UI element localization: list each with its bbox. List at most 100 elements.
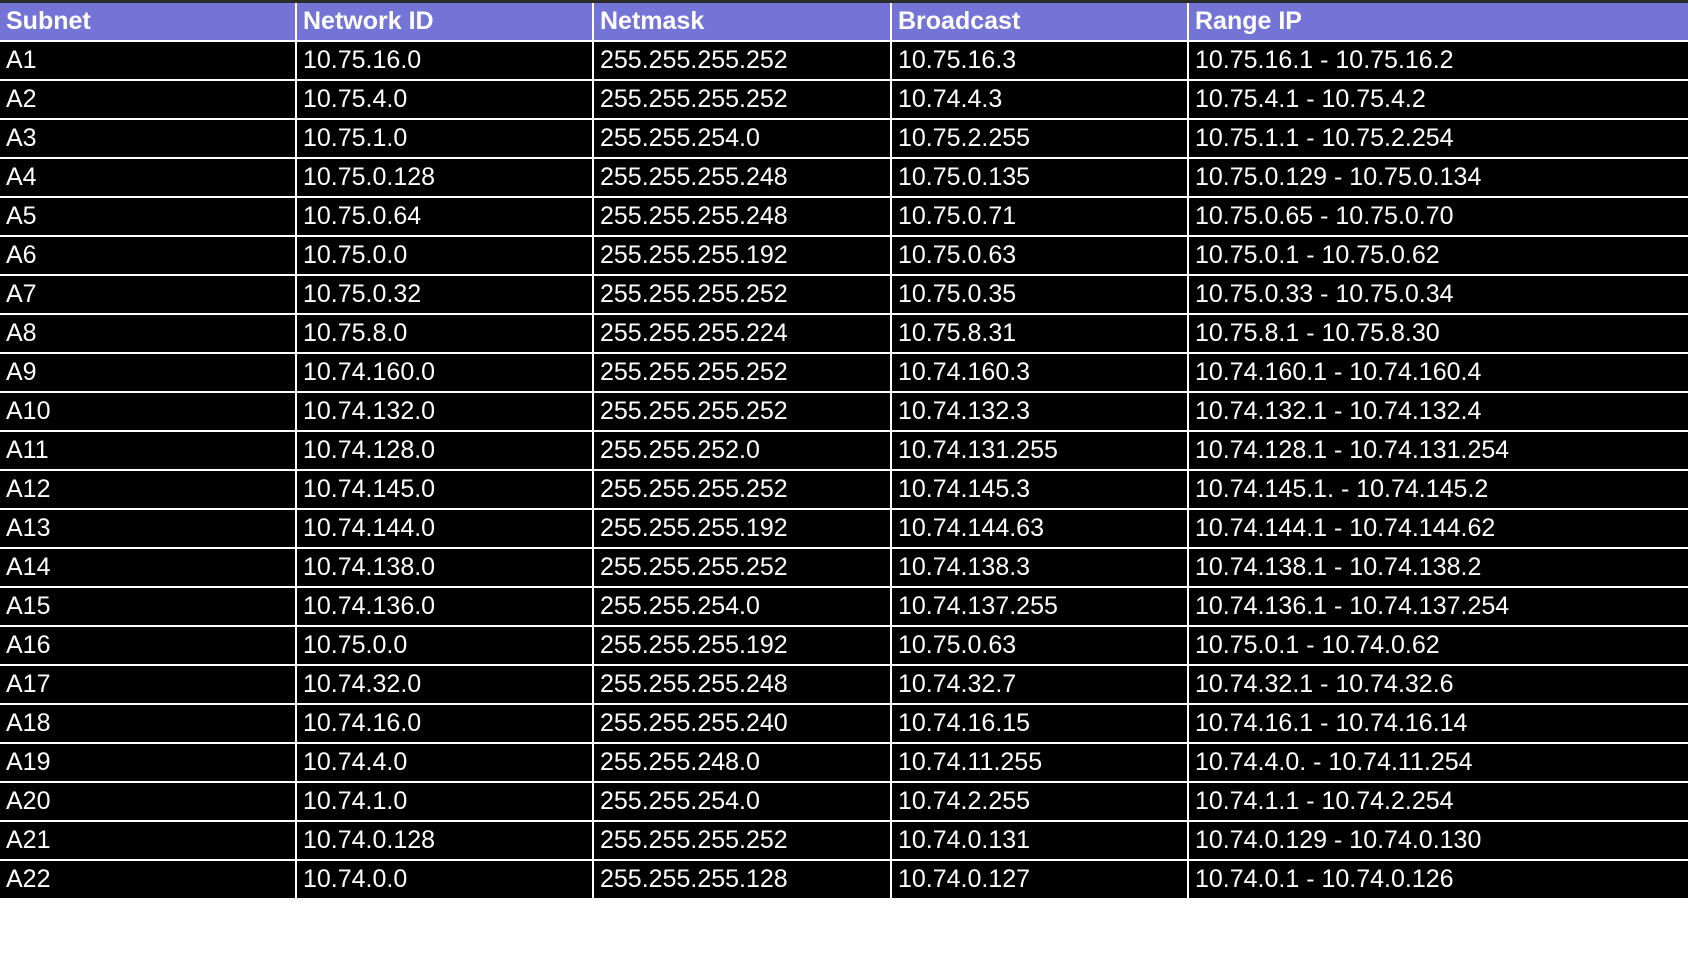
cell-network-id[interactable]: 10.75.0.0	[295, 626, 593, 666]
cell-network-id[interactable]: 10.75.16.0	[295, 41, 593, 81]
cell-broadcast[interactable]: 10.74.0.127	[890, 860, 1188, 900]
cell-netmask[interactable]: 255.255.255.192	[592, 236, 891, 276]
cell-network-id[interactable]: 10.74.128.0	[295, 431, 593, 471]
cell-netmask[interactable]: 255.255.255.252	[592, 275, 891, 315]
cell-netmask[interactable]: 255.255.252.0	[592, 431, 891, 471]
header-range-ip[interactable]: Range IP	[1187, 3, 1688, 42]
cell-range-ip[interactable]: 10.75.1.1 - 10.75.2.254	[1187, 119, 1688, 159]
cell-netmask[interactable]: 255.255.255.240	[592, 704, 891, 744]
cell-network-id[interactable]: 10.74.32.0	[295, 665, 593, 705]
cell-range-ip[interactable]: 10.74.132.1 - 10.74.132.4	[1187, 392, 1688, 432]
cell-netmask[interactable]: 255.255.254.0	[592, 782, 891, 822]
cell-broadcast[interactable]: 10.75.0.63	[890, 626, 1188, 666]
cell-range-ip[interactable]: 10.74.144.1 - 10.74.144.62	[1187, 509, 1688, 549]
cell-netmask[interactable]: 255.255.254.0	[592, 587, 891, 627]
cell-subnet[interactable]: A7	[0, 275, 296, 315]
cell-netmask[interactable]: 255.255.255.252	[592, 470, 891, 510]
cell-netmask[interactable]: 255.255.255.248	[592, 197, 891, 237]
cell-range-ip[interactable]: 10.74.1.1 - 10.74.2.254	[1187, 782, 1688, 822]
cell-netmask[interactable]: 255.255.255.252	[592, 392, 891, 432]
cell-broadcast[interactable]: 10.74.160.3	[890, 353, 1188, 393]
cell-netmask[interactable]: 255.255.255.192	[592, 509, 891, 549]
cell-subnet[interactable]: A1	[0, 41, 296, 81]
cell-network-id[interactable]: 10.74.1.0	[295, 782, 593, 822]
cell-broadcast[interactable]: 10.75.16.3	[890, 41, 1188, 81]
cell-range-ip[interactable]: 10.75.8.1 - 10.75.8.30	[1187, 314, 1688, 354]
cell-subnet[interactable]: A8	[0, 314, 296, 354]
cell-range-ip[interactable]: 10.74.32.1 - 10.74.32.6	[1187, 665, 1688, 705]
cell-network-id[interactable]: 10.74.145.0	[295, 470, 593, 510]
header-network-id[interactable]: Network ID	[295, 3, 593, 42]
cell-subnet[interactable]: A5	[0, 197, 296, 237]
cell-network-id[interactable]: 10.74.132.0	[295, 392, 593, 432]
cell-broadcast[interactable]: 10.75.0.35	[890, 275, 1188, 315]
cell-range-ip[interactable]: 10.74.128.1 - 10.74.131.254	[1187, 431, 1688, 471]
header-netmask[interactable]: Netmask	[592, 3, 891, 42]
cell-subnet[interactable]: A6	[0, 236, 296, 276]
cell-subnet[interactable]: A13	[0, 509, 296, 549]
cell-range-ip[interactable]: 10.75.0.1 - 10.74.0.62	[1187, 626, 1688, 666]
cell-broadcast[interactable]: 10.74.132.3	[890, 392, 1188, 432]
cell-subnet[interactable]: A10	[0, 392, 296, 432]
cell-broadcast[interactable]: 10.75.0.63	[890, 236, 1188, 276]
cell-range-ip[interactable]: 10.75.0.33 - 10.75.0.34	[1187, 275, 1688, 315]
cell-range-ip[interactable]: 10.75.4.1 - 10.75.4.2	[1187, 80, 1688, 120]
cell-broadcast[interactable]: 10.75.2.255	[890, 119, 1188, 159]
cell-network-id[interactable]: 10.74.0.0	[295, 860, 593, 900]
cell-range-ip[interactable]: 10.75.16.1 - 10.75.16.2	[1187, 41, 1688, 81]
cell-network-id[interactable]: 10.74.4.0	[295, 743, 593, 783]
cell-range-ip[interactable]: 10.75.0.1 - 10.75.0.62	[1187, 236, 1688, 276]
cell-broadcast[interactable]: 10.75.0.135	[890, 158, 1188, 198]
cell-network-id[interactable]: 10.75.8.0	[295, 314, 593, 354]
cell-range-ip[interactable]: 10.74.138.1 - 10.74.138.2	[1187, 548, 1688, 588]
cell-network-id[interactable]: 10.74.144.0	[295, 509, 593, 549]
cell-broadcast[interactable]: 10.74.145.3	[890, 470, 1188, 510]
cell-broadcast[interactable]: 10.74.0.131	[890, 821, 1188, 861]
cell-netmask[interactable]: 255.255.255.252	[592, 353, 891, 393]
cell-broadcast[interactable]: 10.74.137.255	[890, 587, 1188, 627]
cell-subnet[interactable]: A2	[0, 80, 296, 120]
cell-broadcast[interactable]: 10.75.0.71	[890, 197, 1188, 237]
cell-netmask[interactable]: 255.255.255.252	[592, 821, 891, 861]
cell-network-id[interactable]: 10.75.0.64	[295, 197, 593, 237]
cell-subnet[interactable]: A15	[0, 587, 296, 627]
cell-netmask[interactable]: 255.255.255.252	[592, 548, 891, 588]
cell-subnet[interactable]: A16	[0, 626, 296, 666]
header-broadcast[interactable]: Broadcast	[890, 3, 1188, 42]
cell-network-id[interactable]: 10.75.0.128	[295, 158, 593, 198]
cell-broadcast[interactable]: 10.74.138.3	[890, 548, 1188, 588]
cell-netmask[interactable]: 255.255.254.0	[592, 119, 891, 159]
cell-netmask[interactable]: 255.255.255.128	[592, 860, 891, 900]
cell-range-ip[interactable]: 10.74.16.1 - 10.74.16.14	[1187, 704, 1688, 744]
cell-subnet[interactable]: A21	[0, 821, 296, 861]
cell-subnet[interactable]: A9	[0, 353, 296, 393]
cell-network-id[interactable]: 10.75.0.32	[295, 275, 593, 315]
cell-network-id[interactable]: 10.74.16.0	[295, 704, 593, 744]
cell-broadcast[interactable]: 10.74.32.7	[890, 665, 1188, 705]
cell-network-id[interactable]: 10.74.0.128	[295, 821, 593, 861]
cell-range-ip[interactable]: 10.74.0.1 - 10.74.0.126	[1187, 860, 1688, 900]
cell-range-ip[interactable]: 10.75.0.65 - 10.75.0.70	[1187, 197, 1688, 237]
header-subnet[interactable]: Subnet	[0, 3, 296, 42]
cell-network-id[interactable]: 10.74.160.0	[295, 353, 593, 393]
cell-subnet[interactable]: A22	[0, 860, 296, 900]
cell-network-id[interactable]: 10.75.1.0	[295, 119, 593, 159]
cell-broadcast[interactable]: 10.74.16.15	[890, 704, 1188, 744]
cell-subnet[interactable]: A18	[0, 704, 296, 744]
cell-network-id[interactable]: 10.74.138.0	[295, 548, 593, 588]
cell-broadcast[interactable]: 10.74.4.3	[890, 80, 1188, 120]
cell-broadcast[interactable]: 10.75.8.31	[890, 314, 1188, 354]
cell-subnet[interactable]: A14	[0, 548, 296, 588]
cell-subnet[interactable]: A3	[0, 119, 296, 159]
cell-broadcast[interactable]: 10.74.144.63	[890, 509, 1188, 549]
cell-subnet[interactable]: A19	[0, 743, 296, 783]
cell-broadcast[interactable]: 10.74.131.255	[890, 431, 1188, 471]
cell-network-id[interactable]: 10.75.4.0	[295, 80, 593, 120]
cell-netmask[interactable]: 255.255.255.252	[592, 41, 891, 81]
cell-range-ip[interactable]: 10.74.145.1. - 10.74.145.2	[1187, 470, 1688, 510]
cell-netmask[interactable]: 255.255.248.0	[592, 743, 891, 783]
cell-range-ip[interactable]: 10.74.136.1 - 10.74.137.254	[1187, 587, 1688, 627]
cell-range-ip[interactable]: 10.75.0.129 - 10.75.0.134	[1187, 158, 1688, 198]
cell-subnet[interactable]: A11	[0, 431, 296, 471]
cell-netmask[interactable]: 255.255.255.248	[592, 158, 891, 198]
